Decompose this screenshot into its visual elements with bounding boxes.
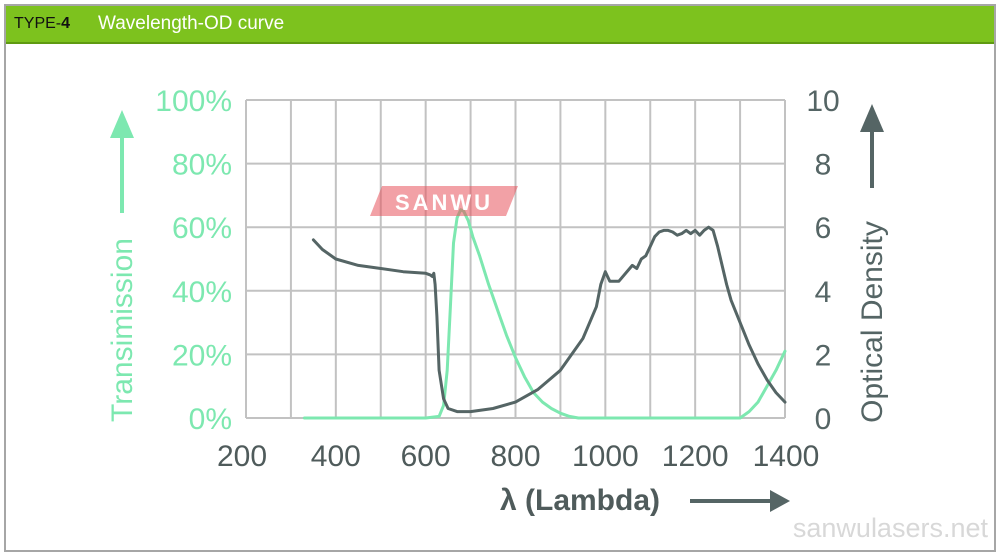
y-right-tick-label: 0: [815, 403, 832, 436]
x-tick-label: 200: [217, 440, 267, 473]
x-tick-label: 1400: [753, 440, 820, 473]
type-number: 4: [61, 15, 71, 32]
x-axis-label: λ (Lambda): [500, 484, 660, 517]
x-tick-label: 1000: [572, 440, 639, 473]
x-tick-label: 600: [401, 440, 451, 473]
sanwu-logo-watermark: [370, 186, 518, 216]
y-left-tick-label: 20%: [172, 339, 232, 372]
panel-header: TYPE-4 Wavelength-OD curve: [6, 6, 994, 44]
y-right-tick-label: 2: [815, 339, 832, 372]
y-right-tick-label: 4: [815, 276, 832, 309]
chart-panel: TYPE-4 Wavelength-OD curve: [4, 4, 996, 552]
axes: 0% 20% 40% 60% 80% 100% 0 2 4 6 8 10 200 400 600 800 100…: [106, 85, 889, 517]
y-left-tick-label: 60%: [172, 212, 232, 245]
y-left-tick-label: 80%: [172, 149, 232, 182]
y-left-axis-label: Transimission: [106, 238, 139, 422]
y-right-axis-label: Optical Density: [856, 221, 889, 423]
sanwu-logo-text: SANWU: [395, 190, 493, 215]
site-watermark: sanwulasers.net: [793, 513, 989, 543]
y-right-tick-label: 6: [815, 212, 832, 245]
y-left-tick-label: 0%: [189, 403, 232, 436]
grid: [245, 99, 786, 419]
x-tick-label: 800: [490, 440, 540, 473]
type-label: TYPE-4: [14, 15, 70, 33]
y-right-tick-label: 8: [815, 149, 832, 182]
series-layer: [302, 208, 787, 420]
y-left-arrow-head: [110, 110, 134, 138]
type-prefix: TYPE-: [14, 15, 62, 32]
y-right-arrow-head: [860, 104, 884, 132]
optical-density-series-line: [311, 225, 787, 414]
watermark-layer: SANWU sanwulasers.net: [370, 186, 988, 543]
x-tick-label: 400: [311, 440, 361, 473]
y-right-tick-label: 10: [806, 85, 839, 118]
panel-title: Wavelength-OD curve: [98, 13, 285, 34]
x-axis-arrow-head: [770, 490, 790, 512]
transmission-series-line: [302, 208, 787, 420]
y-left-tick-label: 100%: [155, 85, 232, 118]
y-left-tick-label: 40%: [172, 276, 232, 309]
x-tick-label: 1200: [662, 440, 729, 473]
